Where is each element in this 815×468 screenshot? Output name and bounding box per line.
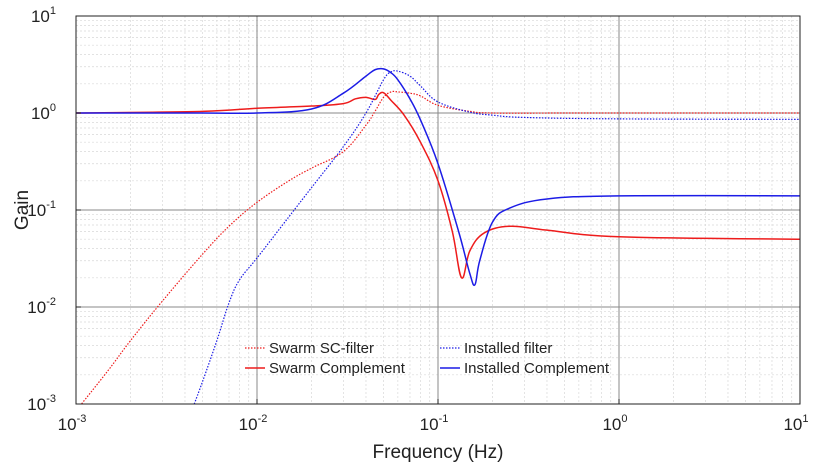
x-tick-label: 101	[783, 413, 808, 434]
x-tick-label: 100	[602, 413, 627, 434]
x-tick-label: 10-3	[58, 413, 87, 434]
legend-label-3: Installed filter	[464, 340, 552, 357]
y-tick-label: 100	[31, 102, 56, 123]
y-tick-label: 10-3	[27, 393, 56, 414]
y-axis-label: Gain	[12, 190, 33, 230]
tick-marks	[75, 15, 801, 405]
x-tick-label: 10-1	[420, 413, 449, 434]
y-tick-label: 10-2	[27, 296, 56, 317]
legend-label-4: Installed Complement	[464, 360, 610, 377]
x-tick-labels: 10-3 10-2 10-1 100 101	[58, 413, 809, 434]
y-tick-label: 101	[31, 5, 56, 26]
series-line-4	[76, 67, 800, 287]
x-tick-label: 10-2	[239, 413, 268, 434]
x-axis-label: Frequency (Hz)	[373, 442, 504, 463]
series-line-1	[80, 90, 800, 404]
y-tick-label: 10-1	[27, 199, 56, 220]
series-layer	[76, 67, 800, 404]
legend: Swarm SC-filter Swarm Complement Installed…	[245, 340, 610, 377]
legend-label-2: Swarm Complement	[269, 360, 406, 377]
legend-label-1: Swarm SC-filter	[269, 340, 374, 357]
y-tick-labels: 10-3 10-2 10-1 100 101	[27, 5, 56, 414]
